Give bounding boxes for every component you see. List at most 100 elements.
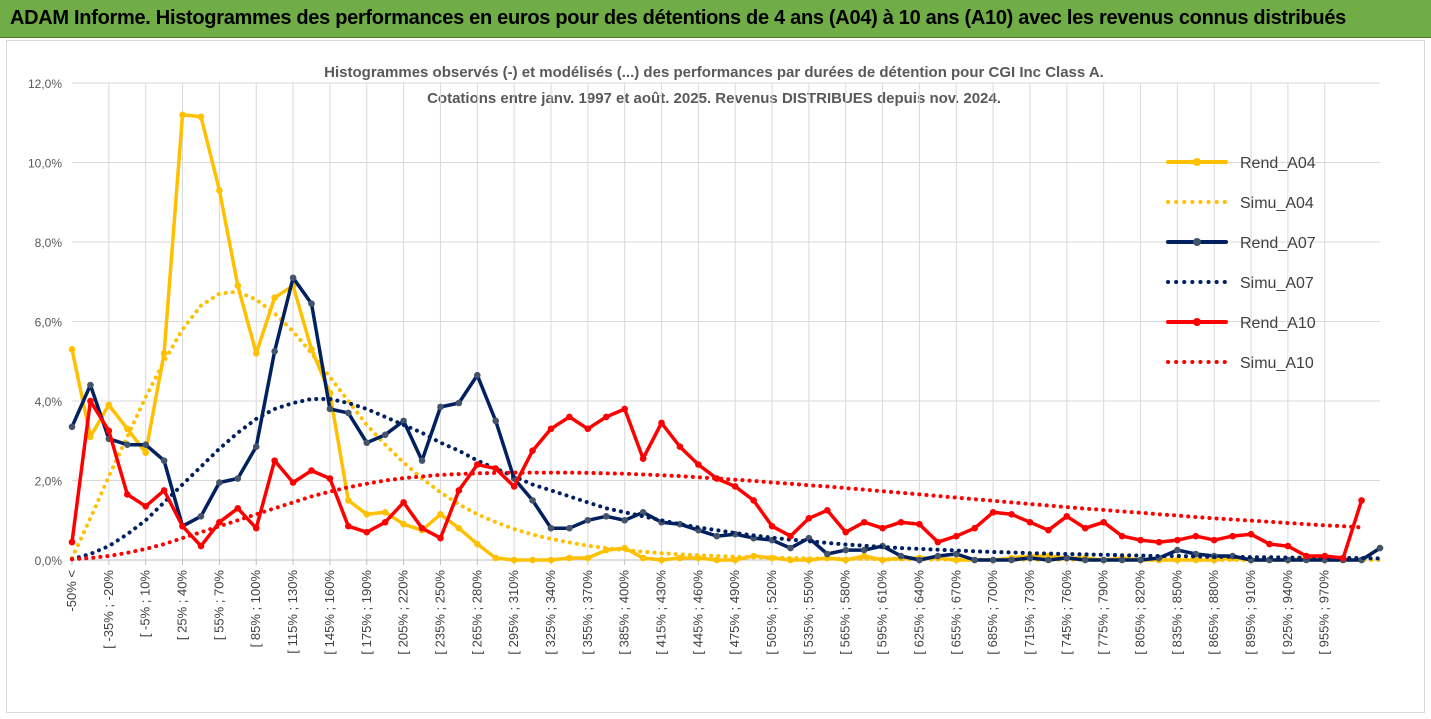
x-tick-label: [ 325% ; 340% [543,570,558,655]
data-point [252,350,260,357]
data-point [658,556,665,564]
data-point [418,524,426,532]
data-point [437,510,444,518]
data-point [87,433,94,441]
x-tick-label: [ 805% ; 820% [1133,570,1148,655]
x-tick-label: [ 25% ; 40% [175,570,190,641]
data-point [897,552,905,560]
data-point [363,439,371,447]
data-point [934,538,942,546]
x-tick-label: [ 85% ; 100% [248,570,263,648]
data-point [1026,554,1034,562]
data-point [455,487,463,494]
data-point [860,546,868,554]
data-point [142,503,149,510]
y-tick-label: 2,0% [35,475,63,489]
data-point [1339,554,1347,562]
legend-marker [1193,238,1201,246]
data-point [602,512,610,520]
data-point [492,554,500,562]
y-tick-label: 0,0% [35,554,63,568]
x-tick-label: [ 595% ; 610% [875,570,890,655]
data-point [1008,556,1015,564]
data-point [566,413,573,421]
data-point [584,425,592,433]
x-tick-label: [ 205% ; 220% [396,570,411,655]
data-point [529,447,536,454]
x-tick-label: [ 535% ; 550% [801,570,816,655]
data-point [381,518,389,526]
data-point [105,401,113,409]
data-point [916,556,923,564]
data-point [547,425,555,433]
data-point [1376,544,1384,552]
data-point [1358,497,1365,504]
legend-marker [1193,158,1201,166]
data-point [658,419,665,427]
data-point [289,274,297,282]
data-point [787,544,794,552]
data-point [123,441,131,449]
data-point [676,443,684,451]
data-point [1284,542,1292,550]
x-tick-label: [ 955% ; 970% [1317,570,1332,655]
x-tick-label: [ 925% ; 940% [1280,570,1295,655]
data-point [400,417,407,425]
x-tick-label: [ 175% ; 190% [359,570,374,655]
x-tick-label: [ 715% ; 730% [1022,570,1037,655]
report-banner: ADAM Informe. Histogrammes des performan… [0,0,1431,38]
data-point [1100,518,1107,526]
data-point [1100,556,1107,564]
x-tick-label: [ 895% ; 910% [1243,570,1258,655]
data-point [289,479,297,486]
x-tick-label: [ 625% ; 640% [911,570,926,655]
data-point [271,457,278,464]
legend-label-rend-a07: Rend_A07 [1240,235,1316,252]
data-point [473,540,481,548]
data-point [345,497,352,504]
data-point [952,532,960,540]
x-tick-label: [ 655% ; 670% [948,570,963,655]
data-point [123,425,131,433]
data-point [824,507,831,514]
x-tick-label: [ 355% ; 370% [580,570,595,655]
data-point [824,550,831,558]
x-tick-label: [ 265% ; 280% [469,570,484,655]
data-point [1118,532,1126,540]
data-point [860,518,868,526]
series-line-rend-a07 [70,276,1382,562]
data-point [326,475,334,482]
data-point [216,187,223,194]
data-point [234,475,242,482]
data-point [179,111,186,119]
data-point [179,522,186,530]
data-point [621,405,628,413]
data-point [1192,532,1200,540]
chart-frame [6,40,1425,713]
legend-label-rend-a10: Rend_A10 [1240,315,1316,332]
legend-label-rend-a04: Rend_A04 [1240,155,1316,172]
data-point [197,542,205,550]
data-point [566,554,573,562]
data-point [437,403,444,411]
data-point [87,397,94,405]
data-point [1063,512,1071,520]
data-point [492,417,500,425]
data-point [897,518,905,526]
data-point [602,413,610,421]
grid-lines [72,82,1380,561]
series-lines [68,111,1384,564]
data-point [695,461,702,468]
data-point [584,554,592,562]
legend-label-simu-a10: Simu_A10 [1240,355,1314,372]
data-point [768,522,776,530]
report-title: ADAM Informe. Histogrammes des performan… [10,7,1346,29]
data-point [639,554,647,562]
x-tick-label: [ 745% ; 760% [1059,570,1074,655]
data-point [989,509,997,516]
data-point [473,371,481,379]
data-point [971,556,979,564]
series-line-simu-a07 [70,397,1382,562]
data-point [160,350,168,357]
data-point [363,528,371,536]
